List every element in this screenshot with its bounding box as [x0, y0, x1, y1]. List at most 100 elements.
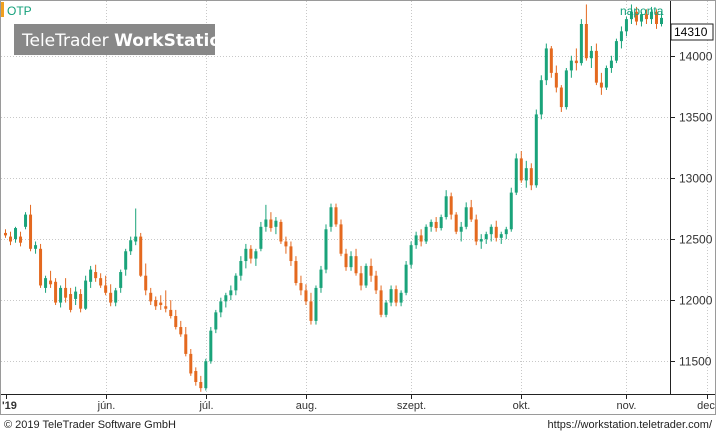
candle-body	[454, 214, 458, 232]
candle-body	[164, 306, 168, 309]
candle-body	[239, 261, 243, 276]
candle-body	[324, 229, 328, 270]
candle	[549, 45, 553, 78]
candle-body	[54, 281, 58, 303]
candle	[139, 232, 143, 277]
candle-body	[399, 292, 403, 303]
candle	[204, 358, 208, 391]
candle-body	[259, 226, 263, 249]
candle-body	[519, 158, 523, 181]
candle-body	[504, 229, 508, 235]
candle	[574, 48, 578, 71]
candle	[59, 285, 63, 308]
candle-body	[64, 287, 68, 298]
candle	[604, 65, 608, 90]
candle	[54, 278, 58, 306]
candle-body	[319, 269, 323, 288]
candle	[284, 236, 288, 254]
candle-body	[199, 382, 203, 389]
candle	[144, 263, 148, 296]
candle-body	[124, 251, 128, 270]
candle-body	[314, 287, 318, 321]
candle-body	[574, 60, 578, 64]
svg-text:TeleTrader WorkStation: TeleTrader WorkStation	[21, 31, 233, 51]
candle	[269, 212, 273, 232]
candle	[329, 203, 333, 232]
candle	[249, 245, 253, 264]
candle-body	[174, 316, 178, 328]
candle-body	[254, 251, 258, 259]
candle	[469, 199, 473, 222]
candle	[634, 6, 638, 26]
candle	[349, 251, 353, 271]
candle-body	[629, 11, 633, 20]
watermark-text-2: WorkStation	[114, 31, 233, 51]
candle-body	[244, 248, 248, 262]
candle	[194, 367, 198, 386]
candle	[409, 241, 413, 269]
candle	[339, 219, 343, 257]
x-tick-label: jún.	[97, 400, 116, 412]
candle-body	[34, 245, 38, 249]
candle	[594, 43, 598, 86]
candle	[309, 292, 313, 325]
candle	[299, 275, 303, 296]
candle-body	[589, 50, 593, 59]
candle	[259, 221, 263, 252]
candle	[254, 248, 258, 266]
candle-body	[309, 301, 313, 321]
candle-body	[79, 294, 83, 309]
candle	[69, 287, 73, 313]
candle	[464, 202, 468, 230]
candle	[534, 109, 538, 188]
candle	[529, 163, 533, 191]
candle	[449, 192, 453, 220]
candle-body	[284, 241, 288, 247]
candle-body	[204, 361, 208, 389]
candle-body	[119, 272, 123, 288]
candle	[579, 19, 583, 66]
candle-body	[564, 70, 568, 108]
candle	[74, 286, 78, 306]
candle-body	[344, 253, 348, 268]
candle	[519, 151, 523, 183]
candle	[609, 55, 613, 73]
candle	[169, 300, 173, 319]
candle	[474, 214, 478, 246]
candle-body	[249, 248, 253, 259]
candle-body	[159, 302, 163, 306]
candle	[379, 285, 383, 318]
candle-body	[144, 275, 148, 291]
candle-body	[364, 265, 368, 286]
candle-body	[639, 14, 643, 22]
y-tick-label: 12500	[679, 233, 713, 247]
candle-body	[9, 236, 13, 242]
candle-body	[634, 11, 638, 22]
candle-body	[294, 261, 298, 284]
candle-body	[139, 236, 143, 276]
candle	[109, 284, 113, 307]
candle-body	[569, 60, 573, 71]
watermark-logo: TeleTrader WorkStation	[14, 24, 233, 55]
candle	[524, 160, 528, 188]
footer-url[interactable]: https://workstation.teletrader.com/	[548, 419, 713, 431]
candle	[149, 287, 153, 306]
candle-body	[594, 50, 598, 83]
period-label: naponta	[620, 4, 664, 18]
candle-body	[29, 214, 33, 249]
candle	[559, 85, 563, 112]
candle-body	[179, 327, 183, 335]
candle-body	[544, 48, 548, 81]
candle-body	[619, 31, 623, 42]
candle-body	[134, 236, 138, 242]
candle	[19, 231, 23, 247]
candle-body	[274, 220, 278, 227]
candle	[554, 65, 558, 93]
candle	[649, 6, 653, 24]
candle	[224, 292, 228, 308]
candle	[369, 258, 373, 282]
candle	[334, 203, 338, 227]
candle-body	[499, 234, 503, 238]
x-tick-label: dec.	[697, 400, 716, 412]
candle	[419, 229, 423, 247]
